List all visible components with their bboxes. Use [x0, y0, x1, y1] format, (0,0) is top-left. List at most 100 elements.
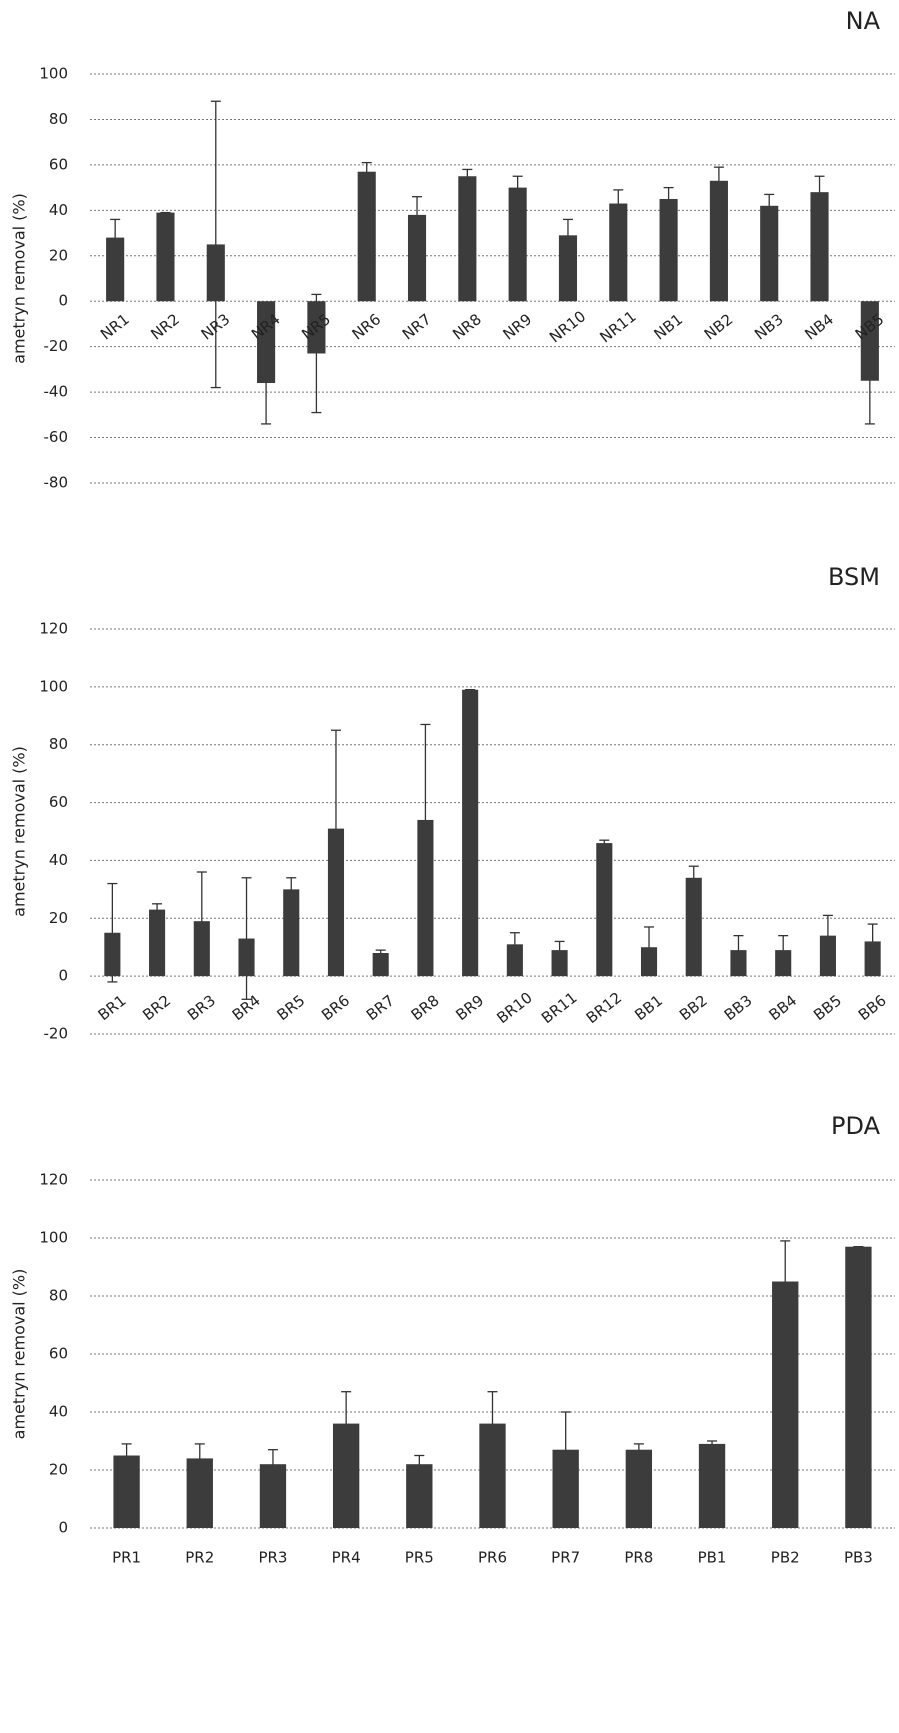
x-tick-label: PB3	[844, 1549, 873, 1567]
bar	[559, 235, 577, 301]
y-tick-label: 120	[39, 620, 68, 638]
bar	[609, 204, 627, 302]
x-tick-label: NB1	[651, 310, 687, 343]
x-tick-label: BR9	[452, 991, 487, 1024]
y-tick-label: -40	[44, 383, 69, 401]
bar	[373, 953, 389, 976]
bar	[865, 941, 881, 976]
x-tick-label: PR7	[551, 1549, 580, 1567]
bar	[699, 1444, 725, 1528]
x-tick-label: BB5	[810, 991, 845, 1024]
figure: NA ametryn removal (%) -80 -60 -40 -20 0 20 40 60…	[0, 0, 899, 1733]
y-tick-label: 100	[39, 1229, 68, 1247]
bar	[552, 950, 568, 976]
x-tick-label: NR6	[349, 310, 385, 343]
x-tick-label: PB1	[698, 1549, 727, 1567]
bar	[333, 1424, 359, 1528]
bar	[194, 921, 210, 976]
chart-title: BSM	[828, 563, 880, 591]
y-tick-label: 0	[58, 292, 68, 310]
x-tick-label: BR2	[139, 991, 174, 1024]
y-tick-label: 40	[49, 851, 68, 869]
bar	[845, 1247, 871, 1528]
y-tick-label: -20	[44, 1025, 69, 1043]
x-tick-label: BR4	[229, 991, 264, 1024]
x-tick-label: NR8	[449, 310, 485, 343]
x-tick-label: BR12	[583, 988, 625, 1027]
y-axis-label: ametryn removal (%)	[10, 193, 29, 364]
bar	[626, 1450, 652, 1528]
bar	[458, 176, 476, 301]
bar	[187, 1458, 213, 1528]
y-tick-label: 120	[39, 1171, 68, 1189]
y-tick-label: 100	[39, 65, 68, 83]
x-tick-label: NB2	[701, 310, 737, 343]
x-tick-label: NR2	[147, 310, 183, 343]
bar	[553, 1450, 579, 1528]
chart-title: NA	[846, 7, 881, 35]
y-tick-label: -20	[44, 337, 69, 355]
y-tick-label: 60	[49, 1345, 68, 1363]
bar	[462, 690, 478, 976]
bar	[775, 950, 791, 976]
x-tick-label: PR5	[405, 1549, 434, 1567]
x-tick-label: PR8	[624, 1549, 653, 1567]
y-tick-label: 80	[49, 735, 68, 753]
x-tick-label: PB2	[771, 1549, 800, 1567]
x-tick-label: BR10	[493, 988, 535, 1027]
x-tick-label: PR1	[112, 1549, 141, 1567]
bar	[149, 910, 165, 977]
y-tick-label: 60	[49, 155, 68, 173]
bar	[686, 878, 702, 976]
bar	[104, 933, 120, 976]
y-tick-label: 80	[49, 1287, 68, 1305]
bar	[417, 820, 433, 976]
bar	[730, 950, 746, 976]
x-tick-label: PR6	[478, 1549, 507, 1567]
bar	[328, 829, 344, 977]
bar	[283, 889, 299, 976]
y-axis-label: ametryn removal (%)	[10, 746, 29, 917]
bar	[660, 199, 678, 301]
x-tick-label: NB3	[751, 310, 787, 343]
bar	[113, 1456, 139, 1529]
x-tick-label: BB2	[676, 991, 711, 1024]
y-tick-label: -80	[44, 474, 69, 492]
bar	[810, 192, 828, 301]
y-tick-label: 20	[49, 1461, 68, 1479]
x-tick-label: BR7	[363, 991, 398, 1024]
y-tick-label: 80	[49, 110, 68, 128]
y-tick-label: -60	[44, 428, 69, 446]
x-tick-label: BB4	[765, 991, 800, 1024]
x-tick-label: NR7	[399, 310, 435, 343]
bar	[509, 188, 527, 302]
bar	[760, 206, 778, 301]
y-tick-label: 0	[58, 967, 68, 985]
bar	[596, 843, 612, 976]
y-tick-label: 40	[49, 201, 68, 219]
x-tick-label: BB3	[721, 991, 756, 1024]
y-axis-label: ametryn removal (%)	[10, 1269, 29, 1440]
y-tick-label: 20	[49, 909, 68, 927]
x-tick-label: PR2	[185, 1549, 214, 1567]
x-tick-label: NR1	[97, 310, 133, 343]
bar	[260, 1464, 286, 1528]
x-tick-label: BB6	[855, 991, 890, 1024]
x-tick-label: NR10	[546, 307, 589, 346]
x-tick-label: NR9	[500, 310, 536, 343]
bar	[156, 213, 174, 302]
bar	[820, 936, 836, 977]
bar	[408, 215, 426, 301]
x-tick-label: BR1	[95, 991, 130, 1024]
bar	[507, 944, 523, 976]
x-tick-label: BR6	[318, 991, 353, 1024]
y-tick-label: 40	[49, 1403, 68, 1421]
y-tick-label: 60	[49, 793, 68, 811]
bar	[641, 947, 657, 976]
bar	[479, 1424, 505, 1528]
y-tick-label: 100	[39, 677, 68, 695]
x-tick-label: NR11	[596, 307, 639, 346]
chart-title: PDA	[831, 1112, 881, 1140]
y-tick-label: 20	[49, 246, 68, 264]
x-tick-label: BR8	[408, 991, 443, 1024]
